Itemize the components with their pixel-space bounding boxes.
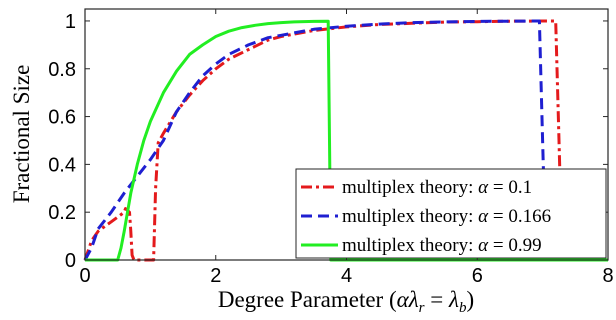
legend-box	[295, 168, 607, 259]
y-tick-label: 0.2	[48, 202, 76, 224]
series-layer	[83, 19, 608, 262]
x-tick-label: 8	[602, 265, 613, 287]
y-axis-label: Fractional Size	[9, 65, 34, 204]
y-tick-label: 0.6	[48, 107, 76, 129]
y-tick-label: 0.8	[48, 59, 76, 81]
x-tick-label: 6	[472, 265, 483, 287]
x-tick-label: 0	[79, 265, 90, 287]
y-tick-label: 0	[65, 250, 76, 272]
y-tick-label: 0.4	[48, 154, 76, 176]
legend: multiplex theory: α = 0.1 multiplex theor…	[295, 168, 607, 259]
x-tick-label: 2	[210, 265, 221, 287]
series-line-3	[85, 19, 608, 262]
x-axis-label: Degree Parameter (αλr = λb)	[218, 287, 474, 316]
legend-label-3: multiplex theory: α = 0.99	[342, 235, 542, 256]
x-tick-label: 4	[341, 265, 352, 287]
legend-entries: multiplex theory: α = 0.1 multiplex theor…	[301, 177, 551, 256]
legend-label-1: multiplex theory: α = 0.1	[342, 177, 532, 198]
y-tick-label: 1	[65, 11, 76, 33]
legend-label-2: multiplex theory: α = 0.166	[342, 206, 551, 227]
